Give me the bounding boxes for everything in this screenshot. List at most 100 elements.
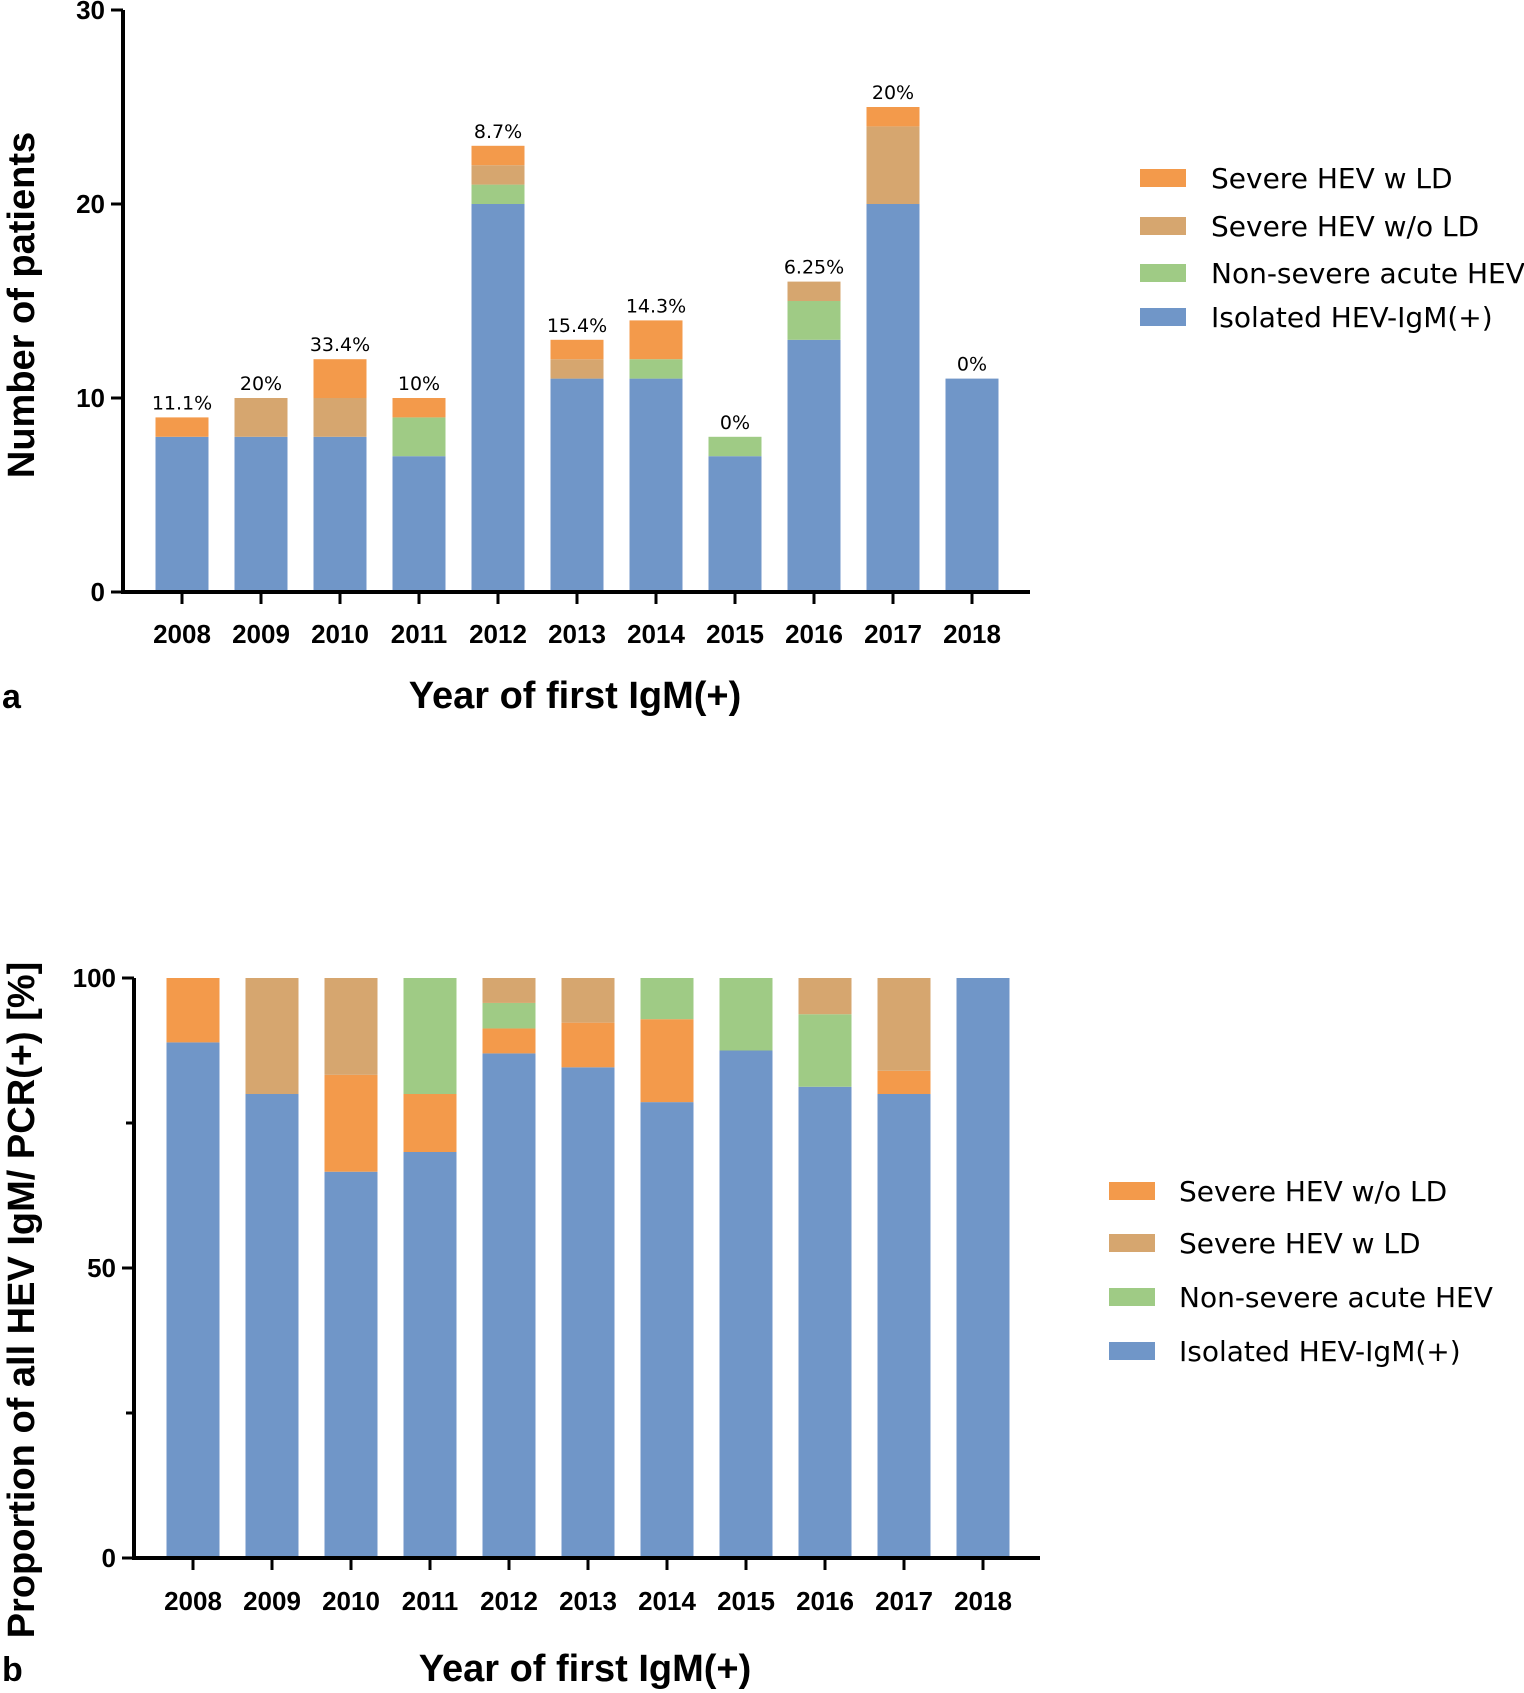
panel-a-axes: 2008 2009 2010 2011 2012 2013 2014 2015 2016 2017… <box>76 0 1030 649</box>
legend-label-isolated-hev-igm-: Isolated HEV-IgM(+) <box>1211 301 1493 334</box>
bar-2010-severe-hev-w-o-ld <box>324 1074 378 1172</box>
bar-2012-non-severe-acute-hev <box>482 1002 536 1029</box>
bar-2010-isolated-hev-igm- <box>324 1171 378 1558</box>
x-tick-label-2013: 2013 <box>559 1586 617 1616</box>
panel-b-y-axis-title: Proportion of all HEV IgM/ PCR(+) [%] <box>1 962 43 1639</box>
legend-label-non-severe-acute-hev: Non-severe acute HEV <box>1179 1281 1493 1314</box>
bar-2013-isolated-hev-igm- <box>561 1067 615 1558</box>
panel-b-axes: 2008 2009 2010 2011 2012 2013 2014 2015 2016 2017… <box>73 963 1040 1616</box>
x-tick-label-2010: 2010 <box>322 1586 380 1616</box>
bar-2016-isolated-hev-igm- <box>798 1086 852 1558</box>
bar-2017-severe-hev-w-o-ld <box>877 1070 931 1094</box>
panel-a-legend: Severe HEV w LD Severe HEV w/o LD Non-seve… <box>1140 162 1524 334</box>
data-label-2013: 15.4% <box>547 315 607 337</box>
x-tick-label-2018: 2018 <box>954 1586 1012 1616</box>
panel-a-y-axis-title: Number of patients <box>1 132 43 478</box>
panel-a-chart: 11.1% 20% 33.4% 10% 8.7% 15.4% 14.3% 0% 6.25% 20%… <box>1 0 1524 717</box>
data-label-2015: 0% <box>720 412 750 434</box>
bar-2010-severe-hev-w-ld <box>313 359 367 398</box>
bar-2009-isolated-hev-igm- <box>245 1094 299 1558</box>
x-tick-label-2010: 2010 <box>311 619 369 649</box>
bar-2014-isolated-hev-igm- <box>640 1102 694 1558</box>
bar-2011-severe-hev-w-o-ld <box>403 1094 457 1152</box>
data-label-2017: 20% <box>872 82 914 104</box>
bar-2008-isolated-hev-igm- <box>166 1042 220 1558</box>
bar-2016-isolated-hev-igm- <box>787 339 841 592</box>
data-label-2012: 8.7% <box>474 121 522 143</box>
bar-2015-non-severe-acute-hev <box>708 436 762 457</box>
bar-2009-isolated-hev-igm- <box>234 436 288 592</box>
bar-2011-non-severe-acute-hev <box>403 978 457 1094</box>
bar-2012-severe-hev-w-ld <box>471 145 525 166</box>
data-label-2018: 0% <box>957 354 987 376</box>
x-tick-label-2016: 2016 <box>796 1586 854 1616</box>
bar-2018-isolated-hev-igm- <box>945 378 999 592</box>
y-tick-label-20: 20 <box>76 189 105 219</box>
legend-swatch-severe-hev-w-ld <box>1109 1234 1155 1252</box>
bar-2010-isolated-hev-igm- <box>313 436 367 592</box>
bar-2013-severe-hev-w-o-ld <box>561 1022 615 1068</box>
panel-a-x-axis-title: Year of first IgM(+) <box>409 675 742 717</box>
bar-2012-severe-hev-w-o-ld <box>471 165 525 185</box>
data-label-2009: 20% <box>240 373 282 395</box>
legend-label-severe-hev-w-ld: Severe HEV w LD <box>1211 162 1453 195</box>
legend-label-isolated-hev-igm-: Isolated HEV-IgM(+) <box>1179 1335 1461 1368</box>
bar-2009-severe-hev-w-o-ld <box>234 398 288 437</box>
legend-label-severe-hev-w-o-ld: Severe HEV w/o LD <box>1211 210 1479 243</box>
data-label-2008: 11.1% <box>152 392 212 414</box>
bar-2013-isolated-hev-igm- <box>550 378 604 592</box>
panel-b-chart: 2008 2009 2010 2011 2012 2013 2014 2015 2016 2017… <box>1 962 1493 1690</box>
panel-a-label: a <box>2 678 22 716</box>
x-tick-label-2013: 2013 <box>548 619 606 649</box>
bar-2011-isolated-hev-igm- <box>392 456 446 592</box>
x-tick-label-2008: 2008 <box>164 1586 222 1616</box>
panel-b-x-axis-title: Year of first IgM(+) <box>419 1648 752 1690</box>
legend-swatch-severe-hev-w-ld <box>1140 169 1186 187</box>
bar-2014-non-severe-acute-hev <box>640 978 694 1020</box>
bar-2017-severe-hev-w-ld <box>877 978 931 1071</box>
panel-a-bars <box>155 107 999 592</box>
bar-2012-severe-hev-w-ld <box>482 978 536 1003</box>
legend-swatch-non-severe-acute-hev <box>1140 264 1186 282</box>
bar-2013-severe-hev-w-ld <box>550 339 604 360</box>
bar-2015-isolated-hev-igm- <box>708 456 762 592</box>
x-tick-label-2015: 2015 <box>706 619 764 649</box>
bar-2016-severe-hev-w-o-ld <box>787 281 841 301</box>
x-tick-label-2009: 2009 <box>243 1586 301 1616</box>
legend-label-severe-hev-w-o-ld: Severe HEV w/o LD <box>1179 1175 1447 1208</box>
legend-swatch-non-severe-acute-hev <box>1109 1288 1155 1306</box>
bar-2018-isolated-hev-igm- <box>956 978 1010 1558</box>
y-tick-label-0: 0 <box>102 1543 116 1573</box>
x-tick-label-2015: 2015 <box>717 1586 775 1616</box>
y-tick-label-10: 10 <box>76 383 105 413</box>
bar-2014-severe-hev-w-ld <box>629 320 683 360</box>
bar-2011-isolated-hev-igm- <box>403 1152 457 1558</box>
panel-a-data-labels: 11.1% 20% 33.4% 10% 8.7% 15.4% 14.3% 0% 6.25% 20%… <box>152 82 987 434</box>
bar-2014-non-severe-acute-hev <box>629 359 683 379</box>
legend-swatch-isolated-hev-igm- <box>1140 308 1186 326</box>
x-tick-label-2018: 2018 <box>943 619 1001 649</box>
data-label-2014: 14.3% <box>626 295 686 317</box>
bar-2010-severe-hev-w-o-ld <box>313 398 367 437</box>
x-tick-label-2017: 2017 <box>864 619 922 649</box>
data-label-2016: 6.25% <box>784 257 844 279</box>
bar-2012-isolated-hev-igm- <box>482 1053 536 1558</box>
bar-2014-severe-hev-w-o-ld <box>640 1019 694 1103</box>
x-tick-label-2012: 2012 <box>469 619 527 649</box>
panel-b-label: b <box>2 1651 23 1689</box>
bar-2016-non-severe-acute-hev <box>787 301 841 340</box>
bar-2017-severe-hev-w-ld <box>866 107 920 127</box>
panel-b-bars <box>166 978 1010 1558</box>
bar-2008-severe-hev-w-o-ld <box>166 978 220 1043</box>
bar-2015-non-severe-acute-hev <box>719 978 773 1051</box>
bar-2016-severe-hev-w-ld <box>798 978 852 1015</box>
bar-2013-severe-hev-w-ld <box>561 978 615 1023</box>
legend-label-non-severe-acute-hev: Non-severe acute HEV <box>1211 257 1524 290</box>
bar-2015-isolated-hev-igm- <box>719 1050 773 1558</box>
bar-2012-isolated-hev-igm- <box>471 204 525 592</box>
x-tick-label-2012: 2012 <box>480 1586 538 1616</box>
y-tick-label-0: 0 <box>91 577 105 607</box>
legend-swatch-severe-hev-w-o-ld <box>1109 1182 1155 1200</box>
bar-2017-isolated-hev-igm- <box>877 1094 931 1558</box>
